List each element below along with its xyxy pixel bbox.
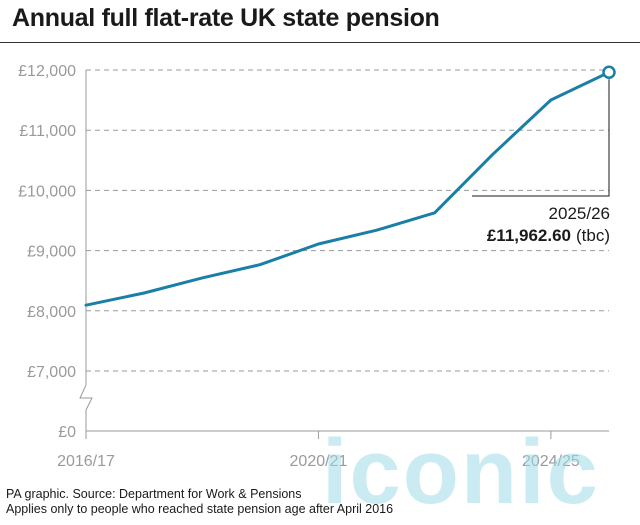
footer-note: Applies only to people who reached state… [6,502,394,516]
annotation-value: £11,962.60 [487,226,571,245]
annotation-leader [472,79,610,197]
y-tick-label: £10,000 [18,183,76,200]
axis-break-marker [79,384,93,411]
series-line-path [84,70,611,307]
x-axis: 2016/17 2020/21 2024/25 [57,431,580,470]
y-tick-label: £12,000 [18,63,76,80]
footer: PA graphic. Source: Department for Work … [6,487,393,517]
annotation: 2025/26 £11,962.60 (tbc) [472,79,610,245]
gridlines [79,69,609,432]
annotation-year: 2025/26 [549,204,610,223]
chart-title: Annual full flat-rate UK state pension [12,4,440,32]
y-tick-label: £11,000 [19,123,76,140]
y-tick-label: £7,000 [27,364,76,381]
title-divider [0,42,640,43]
y-tick-label: £0 [58,424,76,441]
annotation-value-line: £11,962.60 (tbc) [487,226,610,245]
y-tick-label: £8,000 [27,304,76,321]
final-point-marker [602,65,616,80]
y-axis-ticks: £0 £7,000 £8,000 £9,000 £10,000 £11,000 £12,00… [18,63,76,441]
series-line [84,65,616,307]
x-tick-label: 2016/17 [57,453,115,470]
footer-source: PA graphic. Source: Department for Work … [6,487,302,501]
annotation-note: (tbc) [576,226,610,245]
x-tick-label: 2020/21 [290,453,348,470]
y-tick-label: £9,000 [27,244,76,261]
x-tick-label: 2024/25 [522,453,580,470]
